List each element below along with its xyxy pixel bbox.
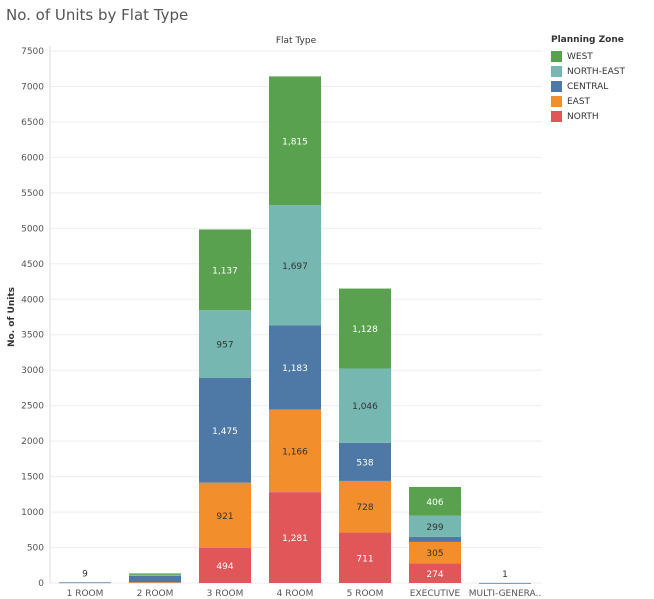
bar-segment	[269, 325, 321, 410]
y-tick-label: 5000	[21, 224, 44, 234]
bar-segment	[409, 486, 461, 516]
data-label: 406	[426, 498, 443, 508]
bar-segment	[129, 573, 181, 575]
bar-segment	[129, 574, 181, 576]
y-tick-label: 1500	[21, 473, 44, 483]
legend-swatch	[551, 96, 562, 107]
bar-segment	[339, 288, 391, 369]
data-label: 1,697	[282, 262, 308, 272]
bar-segment	[409, 541, 461, 564]
legend: Planning Zone WEST NORTH-EAST CENTRAL EA…	[551, 35, 625, 124]
y-tick-label: 4500	[21, 260, 44, 270]
y-tick-label: 6500	[21, 118, 44, 128]
y-axis-label: No. of Units	[7, 287, 17, 347]
legend-label: NORTH-EAST	[567, 66, 625, 77]
data-label: 274	[426, 570, 443, 580]
x-tick-label: 1 ROOM	[67, 589, 104, 599]
x-tick-label: 3 ROOM	[207, 589, 244, 599]
x-tick-label: 4 ROOM	[277, 589, 314, 599]
y-tick-label: 7000	[21, 82, 44, 92]
data-label: 305	[426, 549, 443, 559]
y-tick-label: 4000	[21, 295, 44, 305]
y-tick-label: 5500	[21, 189, 44, 199]
bar-segment	[339, 368, 391, 443]
bar-segment	[129, 575, 181, 583]
data-label: 1,128	[352, 325, 378, 335]
bar-segment	[199, 378, 251, 483]
legend-swatch	[551, 81, 562, 92]
bar-segment	[59, 582, 111, 584]
column-header: Flat Type	[276, 36, 317, 46]
data-label: 299	[426, 523, 443, 533]
y-tick-label: 3500	[21, 331, 44, 341]
legend-item-west[interactable]: WEST	[551, 49, 625, 64]
bar-segment	[269, 492, 321, 583]
y-tick-label: 2000	[21, 437, 44, 447]
data-label: 538	[356, 458, 373, 468]
bar-segment	[199, 547, 251, 583]
legend-item-north[interactable]: NORTH	[551, 109, 625, 124]
y-tick-label: 500	[27, 544, 44, 554]
data-label: 711	[356, 554, 373, 564]
x-tick-label: 5 ROOM	[347, 589, 384, 599]
bar-segment	[409, 563, 461, 583]
data-label: 1,137	[212, 266, 238, 276]
data-label: 1,183	[282, 364, 308, 374]
y-tick-label: 7500	[21, 47, 44, 57]
data-label: 1,166	[282, 447, 308, 457]
x-tick-label: MULTI-GENERA..	[469, 589, 542, 599]
legend-item-central[interactable]: CENTRAL	[551, 79, 625, 94]
y-tick-label: 6000	[21, 153, 44, 163]
data-label: 957	[216, 341, 233, 351]
legend-label: WEST	[567, 51, 593, 62]
legend-label: CENTRAL	[567, 81, 609, 92]
bar-segment	[269, 205, 321, 326]
legend-swatch	[551, 66, 562, 77]
bar-segment	[409, 515, 461, 537]
x-tick-label: EXECUTIVE	[410, 589, 461, 599]
bar-segment	[339, 532, 391, 583]
legend-title: Planning Zone	[551, 35, 624, 45]
legend-item-east[interactable]: EAST	[551, 94, 625, 109]
y-tick-label: 0	[38, 579, 44, 589]
x-tick-label: 2 ROOM	[137, 589, 174, 599]
bar-segment	[339, 480, 391, 533]
bar-segment	[269, 409, 321, 493]
bar-segment	[129, 582, 181, 584]
y-tick-label: 2500	[21, 402, 44, 412]
bar-segment	[199, 229, 251, 311]
data-label: 728	[356, 503, 373, 513]
data-label: 9	[82, 569, 88, 579]
bar-segment	[479, 582, 531, 584]
legend-swatch	[551, 51, 562, 62]
data-label: 494	[216, 562, 233, 572]
legend-label: NORTH	[567, 111, 599, 122]
bar-segment	[339, 442, 391, 481]
data-label: 1	[502, 570, 508, 580]
data-label: 1,281	[282, 534, 308, 544]
y-tick-label: 3000	[21, 366, 44, 376]
data-label: 1,046	[352, 402, 378, 412]
data-label: 1,475	[212, 427, 238, 437]
legend-swatch	[551, 111, 562, 122]
bar-segment	[199, 482, 251, 548]
data-label: 921	[216, 512, 233, 522]
y-tick-label: 1000	[21, 508, 44, 518]
legend-item-north-east[interactable]: NORTH-EAST	[551, 64, 625, 79]
bar-segment	[199, 310, 251, 379]
legend-label: EAST	[567, 96, 591, 107]
data-label: 1,815	[282, 137, 308, 147]
bar-segment	[269, 76, 321, 206]
bar-segment	[409, 536, 461, 542]
chart-title: No. of Units by Flat Type	[6, 6, 189, 24]
